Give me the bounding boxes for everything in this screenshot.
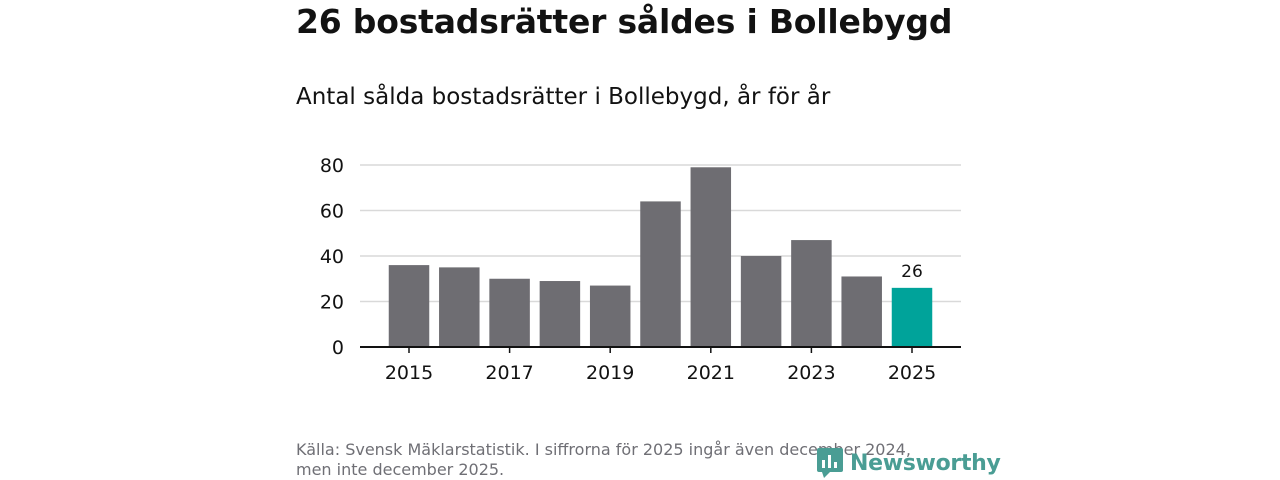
brand-name: Newsworthy (850, 450, 1001, 476)
x-tick-label: 2021 (687, 362, 735, 384)
x-tick-label: 2023 (787, 362, 835, 384)
bar-2016 (439, 267, 480, 347)
bar-2024 (841, 276, 882, 347)
newsworthy-icon (817, 448, 843, 478)
x-tick-label: 2019 (586, 362, 634, 384)
bar-2020 (640, 201, 681, 347)
x-tick-label: 2015 (385, 362, 433, 384)
chart-subtitle: Antal sålda bostadsrätter i Bollebygd, å… (296, 84, 831, 110)
bar-2018 (539, 281, 581, 347)
bar-2023 (791, 240, 832, 347)
newsworthy-logo: Newsworthy (816, 446, 1001, 480)
bar-2015 (388, 265, 430, 347)
source-line-2: men inte december 2025. (296, 460, 505, 479)
y-tick-label: 20 (320, 292, 344, 314)
bar-2019 (589, 285, 631, 347)
source-note: Källa: Svensk Mäklarstatistik. I siffror… (296, 440, 996, 480)
chart-title: 26 bostadsrätter såldes i Bollebygd (296, 2, 953, 41)
x-tick-label: 2017 (485, 362, 533, 384)
x-tick-label: 2025 (888, 362, 936, 384)
source-line-1: Källa: Svensk Mäklarstatistik. I siffror… (296, 440, 911, 459)
y-tick-label: 80 (320, 155, 344, 177)
bar-2025 (891, 287, 933, 347)
y-tick-label: 60 (320, 201, 344, 223)
y-tick-label: 0 (332, 337, 344, 359)
bar-2017 (489, 278, 530, 347)
data-label-2025: 26 (901, 262, 923, 282)
bar-2021 (690, 167, 732, 347)
bar-chart: 0 20 40 60 80 2015 2017 2019 2021 2023 26 2025 (320, 155, 961, 384)
bar-2022 (740, 256, 782, 347)
y-tick-label: 40 (320, 246, 344, 268)
